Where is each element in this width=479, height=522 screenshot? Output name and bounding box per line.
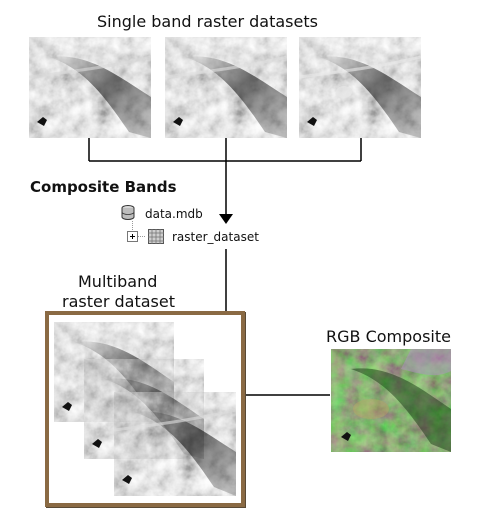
band-layer-3 — [114, 392, 236, 496]
arrow-down-icon — [219, 214, 233, 224]
rgb-composite-image — [331, 349, 451, 452]
tree-line — [132, 221, 146, 237]
multiband-label-line2: raster dataset — [62, 292, 175, 311]
plus-expander-icon[interactable] — [127, 231, 138, 242]
rgb-composite-label: RGB Composite — [326, 327, 451, 346]
multiband-label-line1: Multiband — [78, 272, 158, 291]
composite-bands-label: Composite Bands — [30, 178, 177, 196]
single-band-raster-2 — [165, 37, 287, 138]
diagram-title: Single band raster datasets — [97, 12, 318, 31]
tree-database-name[interactable]: data.mdb — [145, 207, 203, 221]
raster-grid-icon — [148, 229, 164, 244]
multiband-raster-frame — [45, 311, 245, 507]
tree-dataset-name[interactable]: raster_dataset — [172, 230, 259, 244]
single-band-raster-3 — [299, 37, 421, 138]
single-band-raster-1 — [29, 37, 151, 138]
database-icon — [121, 205, 135, 220]
